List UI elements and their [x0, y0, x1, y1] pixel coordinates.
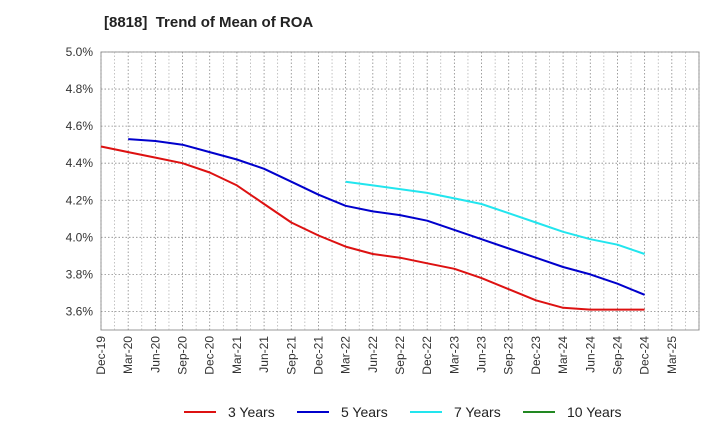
legend-label-3-years: 3 Years	[228, 404, 275, 420]
x-tick-label: Jun-21	[257, 336, 271, 373]
x-tick-label: Mar-21	[230, 336, 244, 374]
legend-label-10-years: 10 Years	[567, 404, 622, 420]
y-tick-label: 4.8%	[66, 82, 94, 96]
legend-label-7-years: 7 Years	[454, 404, 501, 420]
x-tick-label: Sep-24	[610, 336, 624, 375]
series-line-7-years	[345, 180, 645, 255]
x-tick-label: Mar-22	[339, 336, 353, 374]
y-tick-label: 5.0%	[66, 45, 94, 59]
y-tick-label: 3.6%	[66, 304, 94, 318]
x-tick-label: Mar-23	[447, 336, 461, 374]
data-series	[100, 138, 645, 311]
x-tick-label: Sep-21	[284, 336, 298, 375]
x-tick-label: Sep-23	[502, 336, 516, 375]
x-tick-label: Sep-22	[393, 336, 407, 375]
y-tick-label: 3.8%	[66, 267, 94, 281]
x-tick-label: Jun-23	[475, 336, 489, 373]
chart-title: [8818] Trend of Mean of ROA	[104, 14, 314, 31]
legend-swatch-7-years	[410, 411, 442, 413]
y-axis-tick-labels: 3.6% 3.8% 4.0% 4.2% 4.4% 4.6% 4.8% 5.0%	[66, 45, 94, 318]
legend-swatch-3-years	[184, 411, 216, 413]
legend: 3 Years 5 Years 7 Years 10 Years	[0, 404, 720, 426]
x-tick-label: Dec-19	[94, 336, 108, 375]
x-tick-label: Dec-24	[638, 336, 652, 375]
legend-item-10-years: 10 Years	[523, 404, 622, 420]
x-tick-label: Jun-20	[148, 336, 162, 373]
y-tick-label: 4.6%	[66, 119, 94, 133]
y-tick-label: 4.2%	[66, 193, 94, 207]
x-tick-label: Mar-20	[121, 336, 135, 374]
legend-label-5-years: 5 Years	[341, 404, 388, 420]
x-tick-label: Dec-21	[311, 336, 325, 375]
x-axis-tick-labels: Dec-19 Mar-20 Jun-20 Sep-20 Dec-20 Mar-21 Jun-…	[94, 336, 679, 375]
x-tick-label: Dec-20	[203, 336, 217, 375]
plot-area	[100, 51, 700, 331]
x-tick-label: Sep-20	[176, 336, 190, 375]
legend-item-3-years: 3 Years	[184, 404, 275, 420]
x-tick-label: Jun-22	[366, 336, 380, 373]
legend-swatch-10-years	[523, 411, 555, 413]
legend-item-7-years: 7 Years	[410, 404, 501, 420]
x-tick-label: Mar-25	[665, 336, 679, 374]
y-tick-label: 4.0%	[66, 230, 94, 244]
x-tick-label: Mar-24	[556, 336, 570, 374]
legend-swatch-5-years	[297, 411, 329, 413]
grid-lines	[100, 51, 700, 330]
y-tick-label: 4.4%	[66, 156, 94, 170]
series-line-5-years	[128, 138, 645, 296]
series-line-3-years	[100, 145, 645, 311]
x-tick-label: Dec-23	[529, 336, 543, 375]
x-tick-label: Dec-22	[420, 336, 434, 375]
x-tick-label: Jun-24	[583, 336, 597, 373]
legend-item-5-years: 5 Years	[297, 404, 388, 420]
